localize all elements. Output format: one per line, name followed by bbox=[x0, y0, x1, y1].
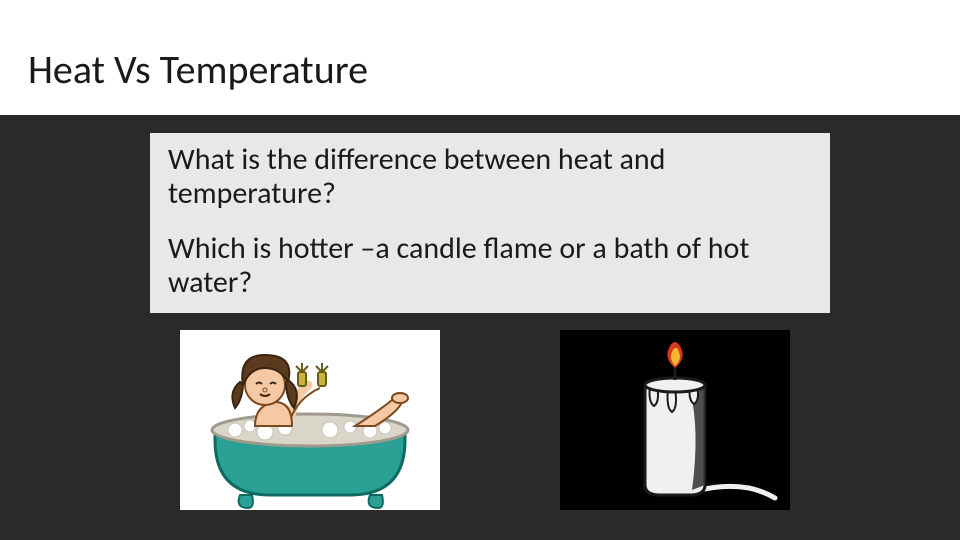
slide-title: Heat Vs Temperature bbox=[28, 45, 960, 94]
question-2: Which is hotter –a candle flame or a bat… bbox=[168, 232, 812, 299]
title-area: Heat Vs Temperature bbox=[0, 0, 960, 115]
question-textbox: What is the difference between heat and … bbox=[150, 133, 830, 313]
bathtub-image bbox=[180, 330, 440, 510]
candle-image bbox=[560, 330, 790, 510]
images-row bbox=[0, 330, 960, 530]
content-area: What is the difference between heat and … bbox=[0, 115, 960, 540]
question-1: What is the difference between heat and … bbox=[168, 143, 812, 210]
